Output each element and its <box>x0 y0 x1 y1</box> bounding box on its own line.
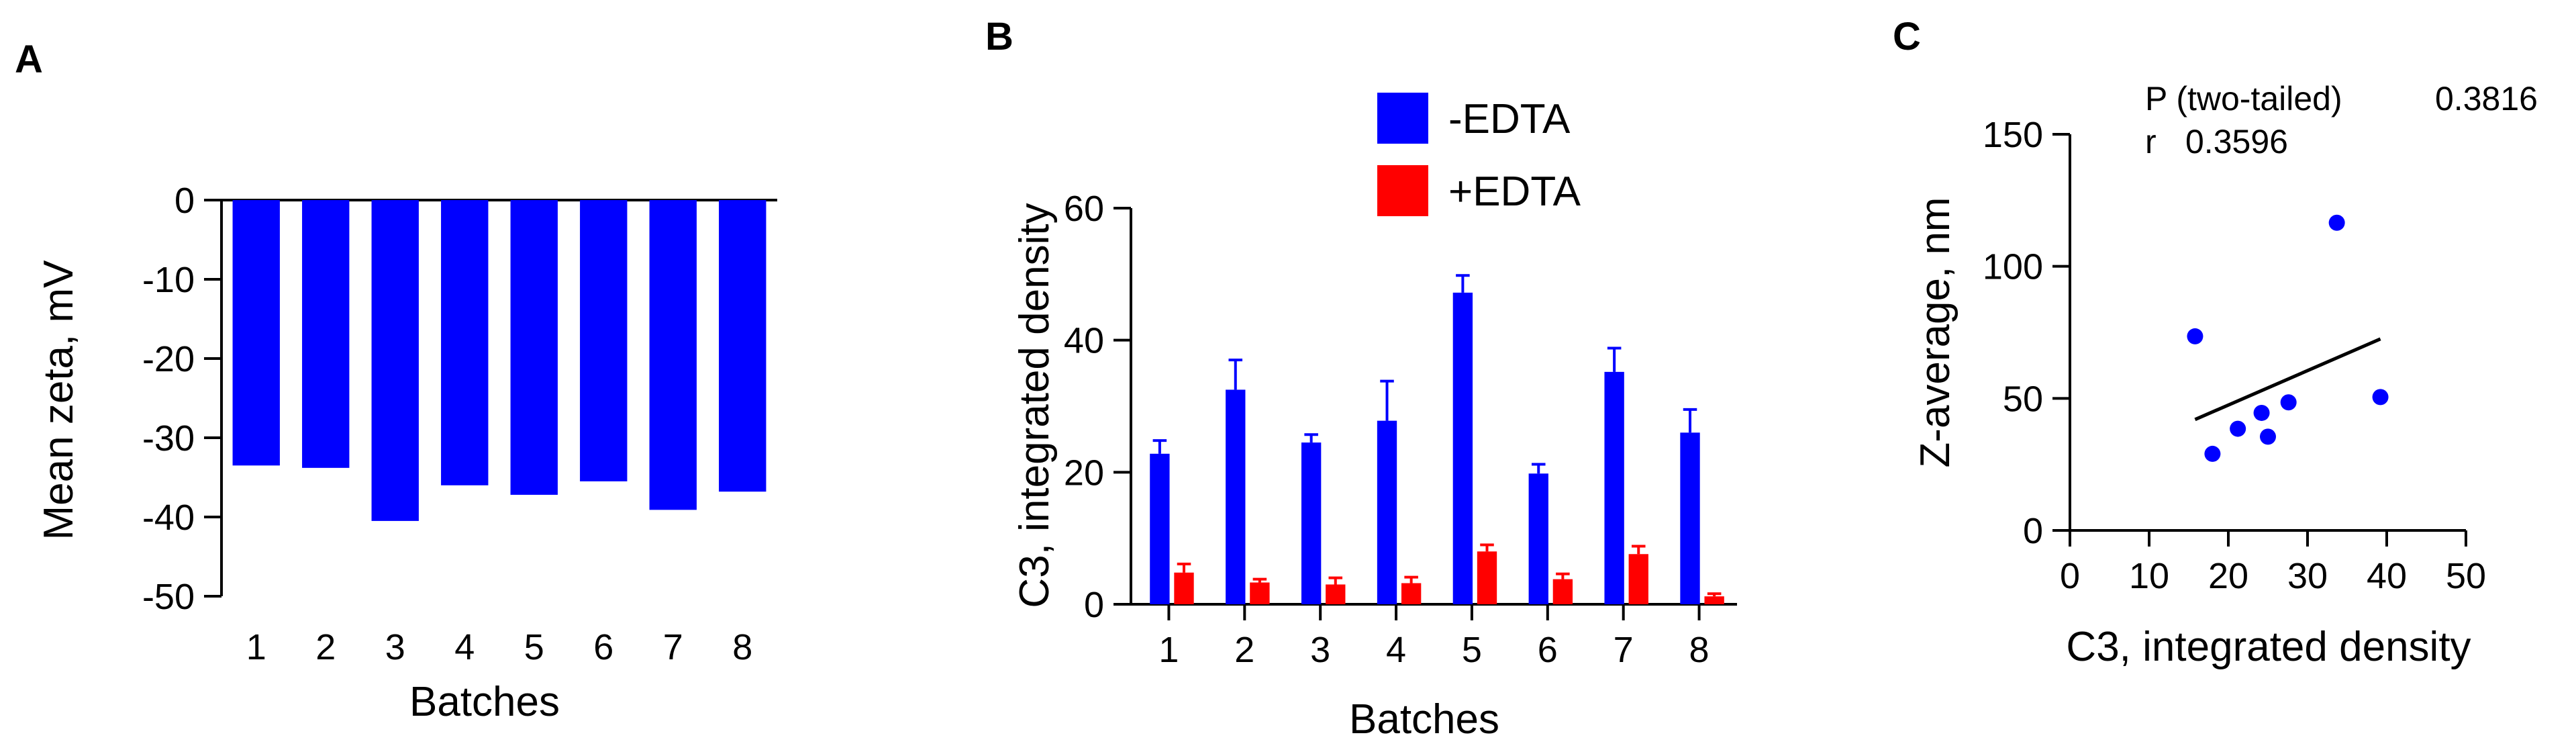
legend-label-minus-edta: -EDTA <box>1448 96 1571 142</box>
chart-c-y-tick-label: 50 <box>2003 379 2043 419</box>
chart-c-point <box>2253 404 2270 421</box>
chart-a-y-tick-label: -30 <box>142 418 195 459</box>
chart-b-bar <box>1150 453 1170 604</box>
chart-a-bar <box>649 200 697 510</box>
chart-b-bar <box>1377 420 1397 604</box>
chart-a-y-tick-label: -40 <box>142 498 195 538</box>
chart-c-y-tick-label: 150 <box>1983 115 2043 155</box>
chart-a-bar <box>510 200 558 495</box>
chart-a-y-tick-label: -50 <box>142 577 195 617</box>
legend-swatch-minus-edta <box>1377 93 1428 144</box>
chart-b-bar <box>1704 596 1724 604</box>
panel-letter-a: A <box>15 38 43 81</box>
chart-c-point <box>2372 389 2389 406</box>
chart-a-x-tick-label: 5 <box>524 627 544 667</box>
legend-label-plus-edta: +EDTA <box>1448 169 1581 215</box>
chart-b-y-tick-label: 0 <box>1084 585 1104 625</box>
chart-c-point <box>2260 428 2276 445</box>
chart-a-bar <box>441 200 489 485</box>
chart-a-y-tick-label: 0 <box>175 181 195 221</box>
chart-a-x-tick-label: 1 <box>246 627 266 667</box>
chart-b-x-tick-label: 6 <box>1538 630 1558 670</box>
chart-a-y-label: Mean zeta, mV <box>36 260 82 540</box>
chart-b-bar <box>1528 473 1548 604</box>
chart-b-x-label: Batches <box>1349 696 1499 743</box>
legend-swatch-plus-edta <box>1377 165 1428 216</box>
chart-c-fit-line <box>2194 337 2381 422</box>
chart-a-x-label: Batches <box>409 679 560 725</box>
chart-a-bar <box>580 200 628 481</box>
chart-b-x-tick-label: 1 <box>1158 630 1179 670</box>
chart-c: 0 50 100 150 0 10 20 30 40 50 C3, integrated den… <box>1912 80 2538 670</box>
chart-b-y-tick-label: 20 <box>1064 453 1104 493</box>
chart-c-x-tick-label: 50 <box>2446 556 2486 596</box>
chart-b-bar <box>1301 442 1322 604</box>
chart-a-x-tick-label: 7 <box>663 627 683 667</box>
chart-a-x-tick-label: 4 <box>454 627 475 667</box>
stat-p-label: P (two-tailed) <box>2145 80 2342 117</box>
chart-a-y-tick-label: -10 <box>142 260 195 300</box>
chart-c-x-tick-label: 10 <box>2129 556 2169 596</box>
chart-b-bar <box>1628 554 1648 604</box>
chart-a-bar <box>371 200 419 521</box>
chart-a-bar <box>302 200 350 468</box>
chart-a: 0 -10 -20 -30 -40 -50 1 2 3 4 5 6 7 8 Batches Mean z… <box>36 181 777 725</box>
chart-a-x-tick-label: 8 <box>732 627 752 667</box>
chart-b-bar <box>1174 572 1194 604</box>
chart-b-bar <box>1452 292 1473 604</box>
chart-c-y-label: Z-average, nm <box>1912 197 1959 467</box>
chart-a-x-tick-label: 2 <box>315 627 336 667</box>
chart-c-point <box>2187 328 2203 344</box>
chart-b-x-tick-label: 8 <box>1689 630 1710 670</box>
stat-r-value: 0.3596 <box>2185 123 2288 160</box>
chart-b-x-tick-label: 4 <box>1386 630 1406 670</box>
chart-b-y-label: C3, integrated density <box>1011 203 1058 608</box>
chart-c-point <box>2280 394 2297 411</box>
panel-letter-b: B <box>985 15 1013 58</box>
chart-c-x-label: C3, integrated density <box>2066 624 2471 670</box>
chart-a-bar <box>232 200 280 466</box>
chart-b-x-tick-label: 7 <box>1614 630 1634 670</box>
chart-a-y-tick-label: -20 <box>142 339 195 379</box>
chart-b-bar <box>1250 582 1270 604</box>
chart-b: 0 20 40 60 1 2 3 4 5 6 7 8 Batches C3, integrated … <box>1011 93 1737 743</box>
chart-c-x-tick-label: 20 <box>2208 556 2248 596</box>
chart-b-bar <box>1552 579 1573 604</box>
chart-c-y-tick-label: 100 <box>1983 247 2043 287</box>
stat-p-value: 0.3816 <box>2435 80 2538 117</box>
chart-b-bar <box>1326 584 1346 604</box>
chart-c-point <box>2204 445 2221 462</box>
chart-a-x-tick-label: 6 <box>593 627 613 667</box>
chart-c-point <box>2328 214 2345 231</box>
chart-b-y-tick-label: 40 <box>1064 321 1104 361</box>
chart-c-point <box>2230 420 2246 437</box>
chart-a-x-tick-label: 3 <box>385 627 405 667</box>
chart-c-y-tick-label: 0 <box>2023 511 2043 551</box>
chart-b-x-tick-label: 2 <box>1234 630 1254 670</box>
chart-b-bar <box>1226 389 1246 604</box>
chart-b-bar <box>1401 583 1422 604</box>
chart-c-x-tick-label: 0 <box>2060 556 2080 596</box>
chart-a-bar <box>719 200 766 492</box>
chart-b-y-tick-label: 60 <box>1064 189 1104 229</box>
stat-r-label: r <box>2145 123 2157 160</box>
chart-b-bar <box>1680 432 1700 604</box>
chart-b-x-tick-label: 5 <box>1462 630 1482 670</box>
chart-b-bar <box>1477 551 1497 604</box>
chart-c-x-tick-label: 40 <box>2367 556 2407 596</box>
chart-c-x-tick-label: 30 <box>2287 556 2328 596</box>
panel-letter-c: C <box>1893 15 1921 58</box>
chart-b-bar <box>1604 371 1624 604</box>
chart-b-x-tick-label: 3 <box>1310 630 1330 670</box>
